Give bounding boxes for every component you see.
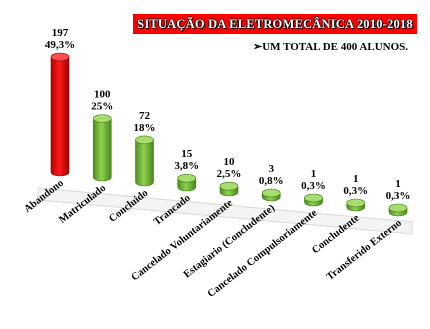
bar-concluido	[135, 135, 154, 187]
subtitle-text: UM TOTAL DE 400 ALUNOS.	[262, 41, 409, 53]
value-label: 3	[269, 163, 275, 175]
percent-label: 0,3%	[343, 185, 368, 197]
value-label: 100	[94, 89, 111, 101]
chart-title: SITUAÇÃO DA ELETROMECÂNICA 2010-2018	[133, 14, 417, 34]
percent-label: 0,8%	[259, 175, 284, 187]
bar-top	[304, 193, 323, 203]
bar-top	[135, 135, 154, 145]
percent-label: 2,5%	[217, 168, 242, 180]
bar-top	[50, 52, 70, 62]
chart-subtitle: ➢UM TOTAL DE 400 ALUNOS.	[253, 40, 423, 53]
bar-top	[92, 114, 112, 123]
percent-label: 18%	[134, 122, 156, 134]
bar-top	[261, 188, 281, 198]
bar-top	[177, 173, 197, 183]
bar-top	[346, 198, 366, 208]
value-label: 72	[139, 110, 151, 122]
bar-cancelado-compulsoriamente	[304, 193, 323, 207]
bar-abandono	[50, 52, 70, 177]
bar-transferido-externo	[388, 203, 408, 217]
percent-label: 0,3%	[301, 180, 326, 192]
percent-label: 25%	[91, 101, 113, 113]
value-label: 10	[224, 156, 236, 168]
bars-layer	[50, 52, 408, 217]
value-label: 15	[181, 148, 193, 160]
bar-top	[219, 181, 239, 191]
value-label: 197	[52, 27, 69, 39]
chart-floor	[37, 187, 413, 235]
value-label: 1	[395, 178, 401, 190]
bar-top	[388, 203, 408, 213]
bar-body	[135, 139, 154, 187]
bar-matriculado	[92, 114, 112, 182]
value-label: 1	[311, 168, 317, 180]
bar-body	[92, 118, 112, 182]
bar-trancado	[177, 173, 197, 192]
bar-estagiario-concludente	[261, 188, 281, 202]
percent-label: 3,8%	[174, 160, 199, 172]
percent-label: 49,3%	[45, 39, 75, 51]
value-label: 1	[353, 173, 359, 185]
bar-cancelado-voluntariamente	[219, 181, 239, 197]
arrow-bullet-icon: ➢	[253, 41, 263, 53]
bar-concludente	[346, 198, 366, 212]
bar-body	[50, 56, 70, 177]
percent-label: 0,3%	[386, 190, 411, 202]
